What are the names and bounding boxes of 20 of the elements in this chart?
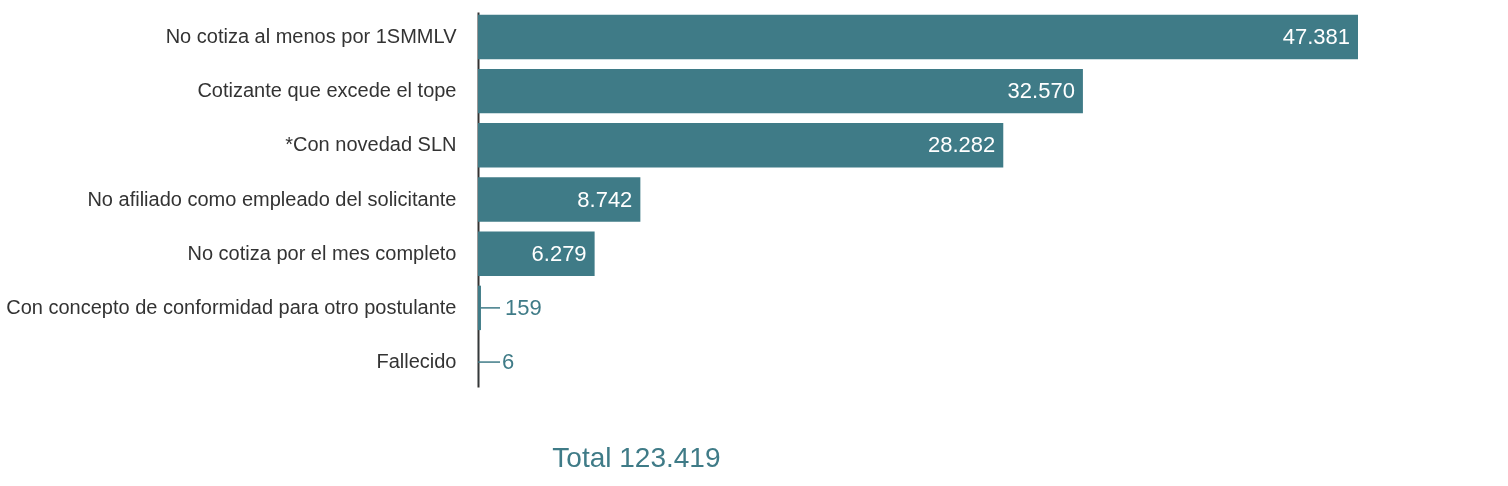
y-tick-label: No cotiza al menos por 1SMMLV	[165, 24, 458, 47]
data-label: 28.282	[927, 132, 996, 158]
bar	[478, 68, 1083, 114]
data-label: 32.570	[1007, 78, 1075, 104]
bar	[478, 177, 641, 222]
data-label: 8.742	[577, 186, 633, 212]
y-tick-label: *Con novedad SLN	[285, 133, 457, 156]
bar	[478, 123, 1004, 168]
data-label: 159	[504, 294, 542, 320]
y-tick-label: Fallecido	[376, 350, 457, 373]
data-label: 6.279	[531, 240, 587, 266]
text: Total 123.419	[552, 442, 721, 473]
y-tick-label: Con concepto de conformidad para otro postulante	[6, 295, 457, 318]
data-label: 6	[502, 349, 515, 375]
y-tick-label: No afiliado como empleado del solicitante	[87, 187, 457, 210]
bar	[478, 231, 595, 276]
y-tick-label: Cotizante que excede el tope	[197, 79, 457, 102]
data-label: 47.381	[1282, 23, 1350, 49]
y-tick-label: No cotiza por el mes completo	[187, 241, 457, 264]
bar	[478, 14, 1358, 60]
